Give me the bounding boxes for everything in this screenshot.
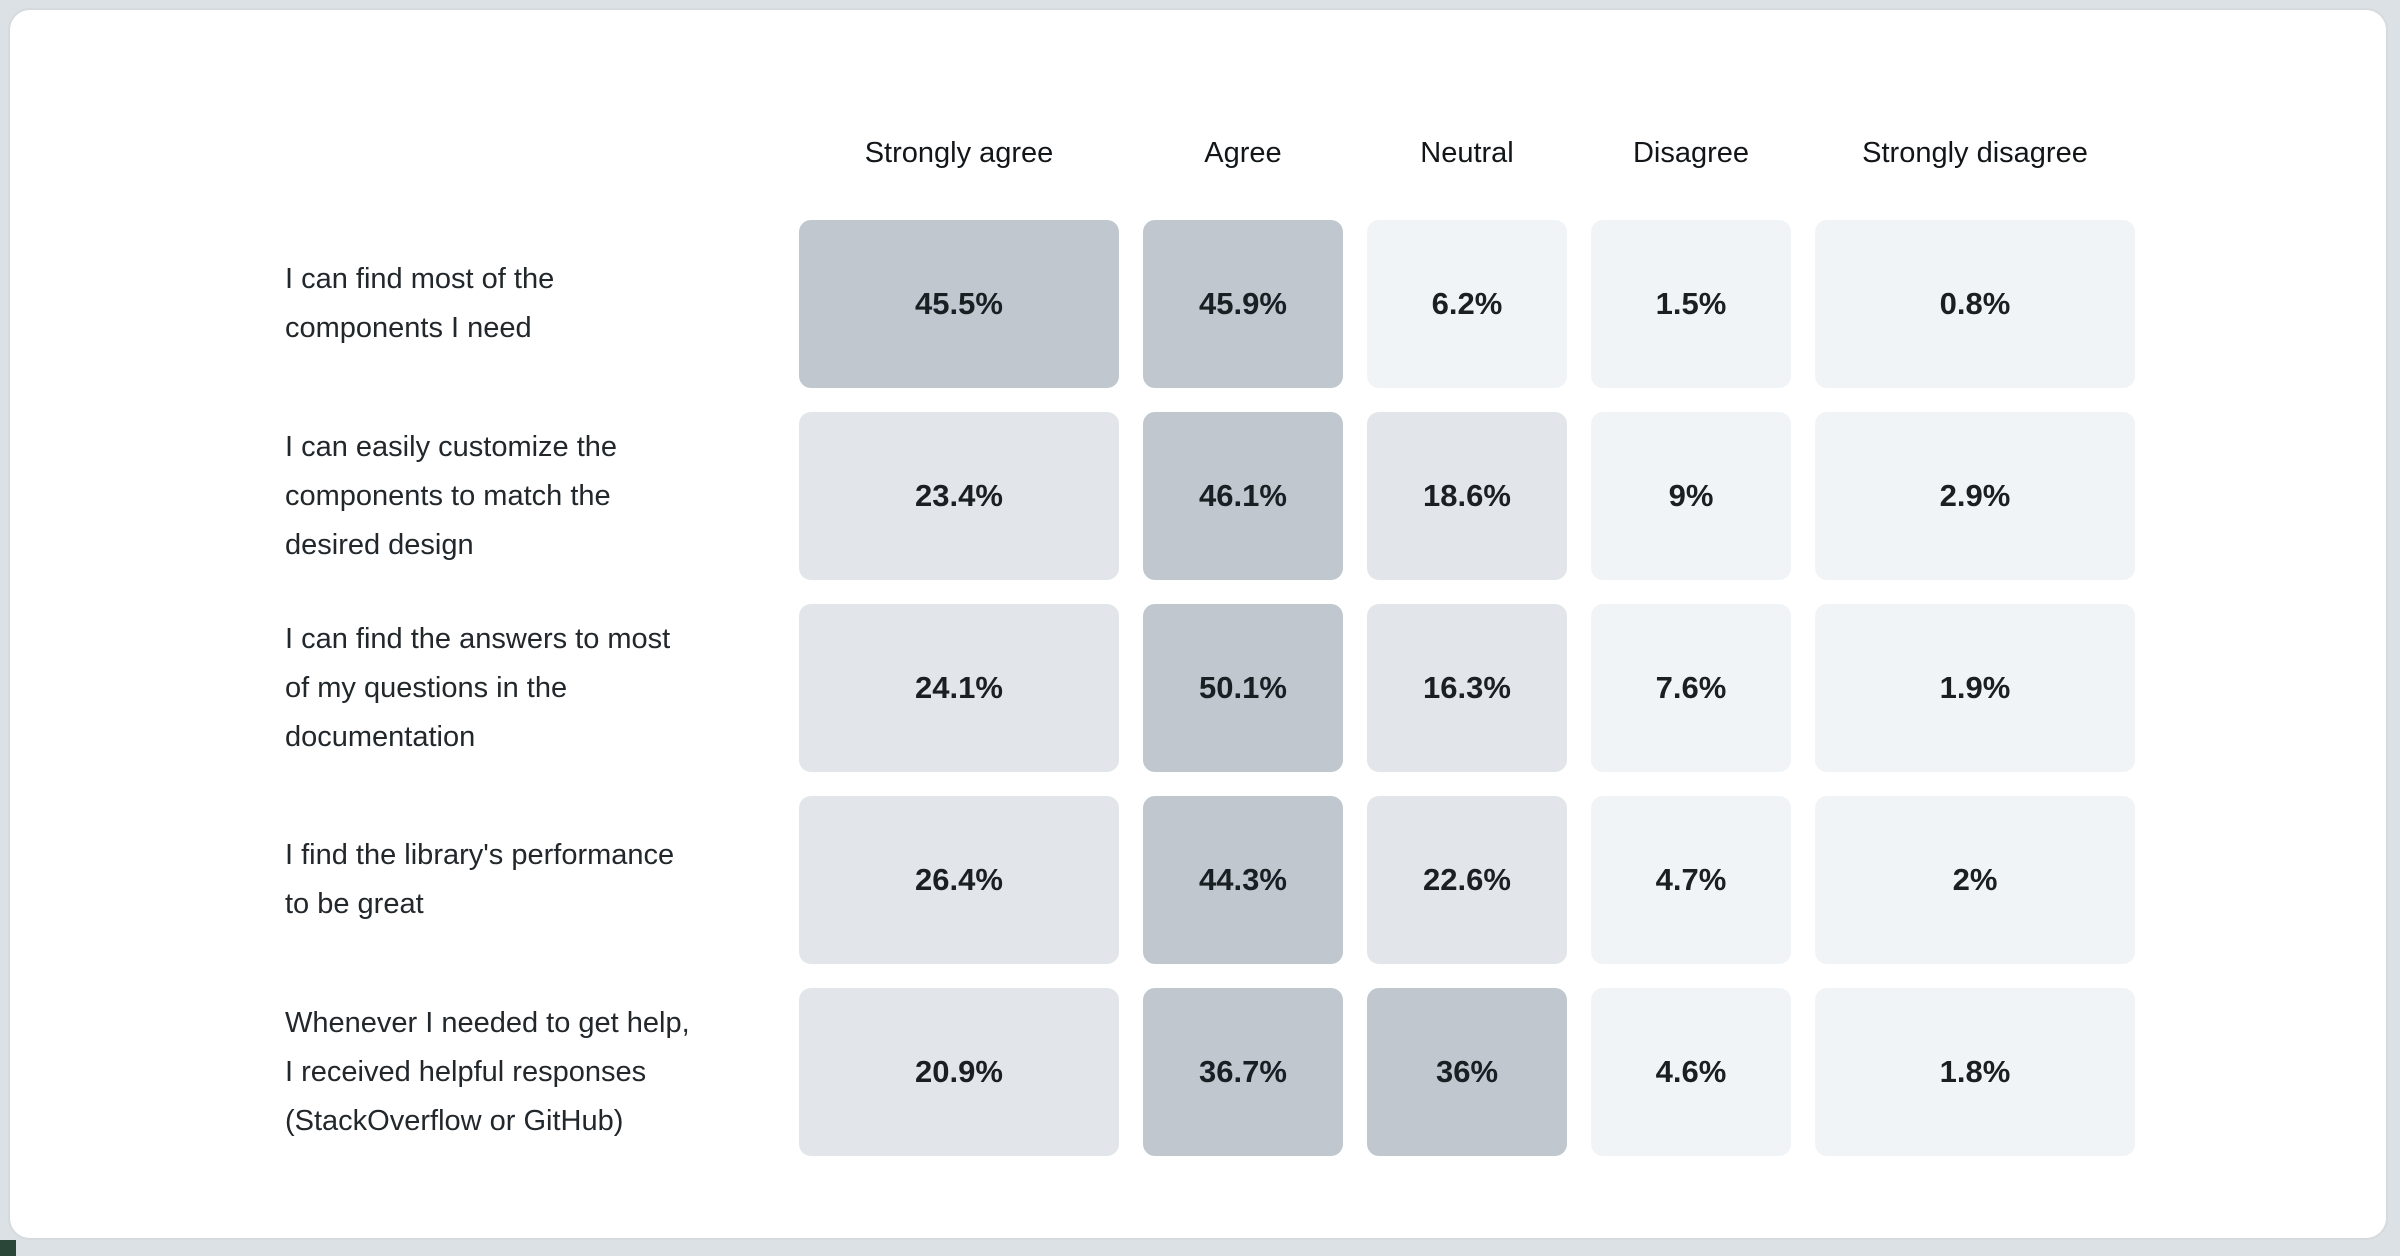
page-corner-accent [0,1240,16,1256]
row-label-find-components: I can find most of the components I need [285,263,555,344]
heatmap-cell: 1.8% [1815,988,2135,1156]
heatmap-cell: 44.3% [1143,796,1343,964]
heatmap-cell: 6.2% [1367,220,1567,388]
column-header-strongly-agree: Strongly agree [864,136,1054,169]
heatmap-cell: 16.3% [1367,604,1567,772]
heatmap-cell: 20.9% [799,988,1119,1156]
row-label-library-performance: I find the library's performance to be g… [285,839,675,920]
survey-results-card: Strongly agree Agree Neutral Disagree St… [8,8,2388,1240]
heatmap-cell: 46.1% [1143,412,1343,580]
heatmap-cell: 36.7% [1143,988,1343,1156]
heatmap-cell: 2% [1815,796,2135,964]
heatmap-cell: 45.5% [799,220,1119,388]
heatmap-cell: 23.4% [799,412,1119,580]
likert-heatmap-table: Strongly agree Agree Neutral Disagree St… [285,110,2135,1156]
heatmap-cell: 45.9% [1143,220,1343,388]
column-header-neutral: Neutral [1420,136,1514,169]
heatmap-cell: 1.9% [1815,604,2135,772]
row-label-documentation-answers: I can find the answers to most of my que… [285,622,671,753]
heatmap-cell: 26.4% [799,796,1119,964]
heatmap-cell: 18.6% [1367,412,1567,580]
column-header-agree: Agree [1204,136,1282,169]
heatmap-cell: 22.6% [1367,796,1567,964]
heatmap-cell: 9% [1591,412,1791,580]
heatmap-cell: 2.9% [1815,412,2135,580]
column-header-disagree: Disagree [1632,136,1750,169]
row-label-customize-components: I can easily customize the components to… [285,430,618,561]
heatmap-cell: 4.7% [1591,796,1791,964]
heatmap-cell: 36% [1367,988,1567,1156]
corner-spacer [285,110,775,196]
heatmap-cell: 50.1% [1143,604,1343,772]
row-label-helpful-responses: Whenever I needed to get help, I receive… [285,1006,690,1137]
heatmap-cell: 4.6% [1591,988,1791,1156]
heatmap-cell: 24.1% [799,604,1119,772]
heatmap-cell: 0.8% [1815,220,2135,388]
heatmap-cell: 1.5% [1591,220,1791,388]
column-header-strongly-disagree: Strongly disagree [1862,136,2088,169]
heatmap-cell: 7.6% [1591,604,1791,772]
